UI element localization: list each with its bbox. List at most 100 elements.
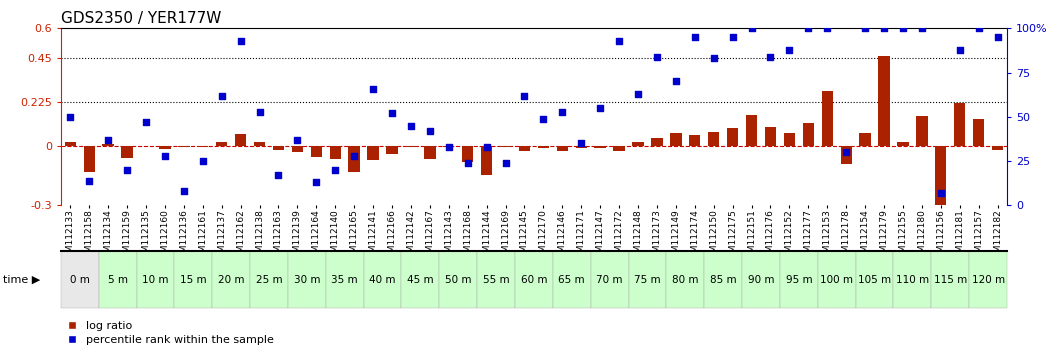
Bar — [84, 146, 94, 172]
Bar — [254, 142, 265, 146]
Text: 35 m: 35 m — [331, 275, 358, 285]
Point — [989, 34, 1006, 40]
Point — [611, 38, 627, 44]
Text: 25 m: 25 m — [256, 275, 282, 285]
Text: 65 m: 65 m — [558, 275, 585, 285]
Point — [478, 144, 495, 150]
Bar — [818, 251, 856, 308]
Point — [895, 25, 912, 31]
Bar — [212, 251, 250, 308]
Text: 110 m: 110 m — [896, 275, 929, 285]
Text: GDS2350 / YER177W: GDS2350 / YER177W — [61, 11, 221, 25]
Bar — [765, 127, 776, 146]
Point — [175, 188, 192, 194]
Point — [270, 172, 286, 178]
Point — [137, 119, 154, 125]
Point — [441, 144, 457, 150]
Bar — [216, 142, 228, 146]
Point — [81, 178, 98, 183]
Bar — [122, 146, 133, 158]
Point — [156, 153, 173, 159]
Bar — [628, 251, 666, 308]
Bar — [61, 251, 99, 308]
Bar — [935, 146, 946, 225]
Bar — [973, 119, 984, 146]
Point — [573, 141, 590, 146]
Text: 120 m: 120 m — [971, 275, 1005, 285]
Point — [100, 137, 116, 143]
Text: 20 m: 20 m — [218, 275, 244, 285]
Text: 70 m: 70 m — [597, 275, 623, 285]
Point — [951, 47, 968, 52]
Bar — [576, 146, 587, 148]
Point — [327, 167, 344, 173]
Bar — [311, 146, 322, 157]
Bar — [174, 251, 212, 308]
Point — [288, 137, 306, 143]
Bar — [178, 146, 190, 147]
Point — [497, 160, 514, 166]
Text: 50 m: 50 m — [445, 275, 471, 285]
Bar — [784, 132, 795, 146]
Bar — [954, 103, 965, 146]
Text: 55 m: 55 m — [483, 275, 510, 285]
Point — [592, 105, 608, 111]
Bar — [197, 146, 209, 147]
Point — [403, 123, 420, 129]
Bar — [65, 142, 76, 146]
Point — [667, 79, 684, 84]
Point — [251, 109, 267, 114]
Bar — [666, 251, 704, 308]
Bar — [670, 132, 682, 146]
Bar — [932, 251, 969, 308]
Bar — [969, 251, 1007, 308]
Text: time ▶: time ▶ — [3, 275, 41, 285]
Bar — [689, 135, 701, 146]
Bar — [159, 146, 171, 149]
Bar — [326, 251, 364, 308]
Bar — [292, 146, 303, 152]
Bar — [443, 146, 454, 147]
Point — [459, 160, 476, 166]
Point — [743, 25, 759, 31]
Text: 85 m: 85 m — [710, 275, 736, 285]
Bar — [553, 251, 591, 308]
Text: 10 m: 10 m — [143, 275, 169, 285]
Text: 0 m: 0 m — [70, 275, 90, 285]
Bar — [519, 146, 530, 151]
Point — [554, 109, 571, 114]
Point — [62, 114, 79, 120]
Text: 115 m: 115 m — [934, 275, 967, 285]
Point — [914, 25, 930, 31]
Bar — [273, 146, 284, 150]
Bar — [633, 142, 644, 146]
Bar — [480, 146, 492, 175]
Point — [819, 25, 836, 31]
Point — [535, 116, 552, 121]
Bar — [402, 251, 440, 308]
Text: 95 m: 95 m — [786, 275, 812, 285]
Bar — [591, 251, 628, 308]
Bar — [802, 123, 814, 146]
Point — [422, 128, 438, 134]
Text: 75 m: 75 m — [635, 275, 661, 285]
Bar — [614, 146, 625, 151]
Bar — [780, 251, 818, 308]
Point — [232, 38, 249, 44]
Text: 100 m: 100 m — [820, 275, 853, 285]
Point — [782, 47, 798, 52]
Point — [686, 34, 703, 40]
Point — [762, 54, 778, 59]
Point — [629, 91, 646, 97]
Text: 15 m: 15 m — [180, 275, 207, 285]
Text: 40 m: 40 m — [369, 275, 395, 285]
Bar — [348, 146, 360, 172]
Bar — [424, 146, 435, 159]
Text: 30 m: 30 m — [294, 275, 320, 285]
Bar — [595, 146, 606, 148]
Point — [119, 167, 135, 173]
Point — [308, 179, 325, 185]
Bar — [742, 251, 780, 308]
Text: 90 m: 90 m — [748, 275, 774, 285]
Bar — [103, 144, 114, 146]
